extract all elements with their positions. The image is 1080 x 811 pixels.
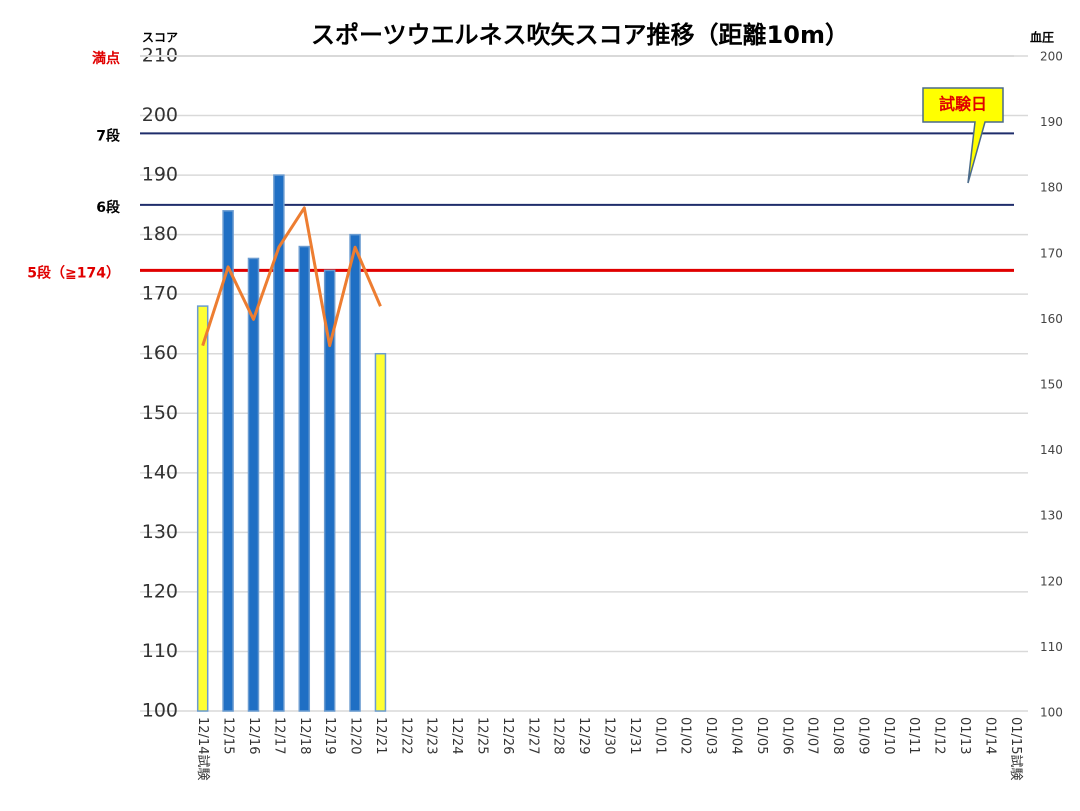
y-tick-label: 170 — [142, 283, 178, 305]
bar — [196, 305, 209, 712]
x-tick-label: 12/15 — [221, 717, 236, 754]
y2-tick-label: 200 — [1040, 50, 1063, 64]
y2-tick-label: 110 — [1040, 640, 1063, 654]
x-tick-label: 01/05 — [754, 717, 769, 754]
bar — [222, 210, 234, 712]
x-tick-label: 12/29 — [576, 717, 591, 754]
x-tick-label: 01/14 — [982, 717, 997, 754]
y2-tick-label: 160 — [1040, 312, 1063, 326]
x-tick-label: 12/28 — [551, 717, 566, 754]
y2-tick-label: 170 — [1040, 246, 1063, 260]
y-tick-label: 190 — [142, 164, 178, 186]
y-axis-title: スコア — [142, 31, 178, 45]
x-tick-label: 12/27 — [525, 717, 540, 754]
x-tick-label: 12/17 — [271, 717, 286, 754]
bar — [374, 352, 387, 712]
x-tick-label: 01/04 — [728, 717, 743, 754]
x-tick-label: 12/30 — [602, 717, 617, 754]
x-tick-label: 01/08 — [830, 717, 845, 754]
x-tick-label: 12/31 — [627, 717, 642, 754]
x-tick-label: 01/11 — [906, 717, 921, 754]
x-tick-label: 12/14試験 — [195, 717, 211, 780]
y2-tick-label: 180 — [1040, 181, 1063, 195]
y2-tick-label: 140 — [1040, 443, 1063, 457]
y-tick-label: 110 — [142, 640, 178, 662]
bar — [298, 245, 311, 712]
bar — [349, 233, 361, 712]
bar — [323, 269, 336, 712]
reference-label: 7段 — [96, 127, 120, 144]
x-tick-label: 01/07 — [805, 717, 820, 754]
x-tick-label: 01/06 — [779, 717, 794, 754]
chart-title: スポーツウエルネス吹矢スコア推移（距離10m） — [311, 21, 849, 49]
x-tick-label: 01/03 — [703, 717, 718, 754]
y-tick-label: 120 — [142, 580, 178, 602]
x-tick-label: 12/18 — [297, 717, 312, 754]
x-tick-label: 12/21 — [373, 717, 388, 754]
x-tick-label: 01/02 — [678, 717, 693, 754]
x-tick-label: 12/26 — [500, 717, 515, 754]
x-tick-label: 12/25 — [475, 717, 490, 754]
reference-label: 満点 — [92, 50, 120, 67]
x-tick-label: 12/24 — [449, 717, 464, 754]
reference-label: 5段（≧174） — [27, 264, 120, 281]
x-tick-label: 01/13 — [957, 717, 972, 754]
y-tick-label: 150 — [142, 402, 178, 424]
callout-box — [922, 87, 1004, 184]
y-tick-label: 180 — [142, 223, 178, 245]
y2-tick-label: 150 — [1040, 378, 1063, 392]
y2-tick-label: 130 — [1040, 509, 1063, 523]
x-tick-label: 12/23 — [424, 717, 439, 754]
x-tick-label: 01/15試験 — [1008, 717, 1024, 780]
x-tick-label: 01/12 — [932, 717, 947, 754]
x-tick-label: 12/16 — [246, 717, 261, 754]
x-tick-label: 12/22 — [398, 717, 413, 754]
y-tick-label: 130 — [142, 521, 178, 543]
line — [201, 206, 382, 348]
y2-axis-title: 血圧 — [1030, 30, 1054, 45]
y2-tick-label: 100 — [1040, 706, 1063, 720]
y-tick-label: 100 — [142, 700, 178, 722]
x-tick-label: 12/20 — [348, 717, 363, 754]
reference-label: 6段 — [96, 199, 120, 216]
y2-tick-label: 190 — [1040, 115, 1063, 129]
annotation: 試験日 — [939, 95, 987, 114]
y-tick-label: 160 — [142, 342, 178, 364]
x-tick-label: 12/19 — [322, 717, 337, 754]
y2-tick-label: 120 — [1040, 574, 1063, 588]
y-tick-label: 200 — [142, 104, 178, 126]
bar — [247, 257, 260, 712]
x-tick-label: 01/01 — [652, 717, 667, 754]
bar — [273, 174, 285, 712]
y-tick-label: 140 — [142, 461, 178, 483]
x-tick-label: 01/10 — [881, 717, 896, 754]
x-tick-label: 01/09 — [855, 717, 870, 754]
